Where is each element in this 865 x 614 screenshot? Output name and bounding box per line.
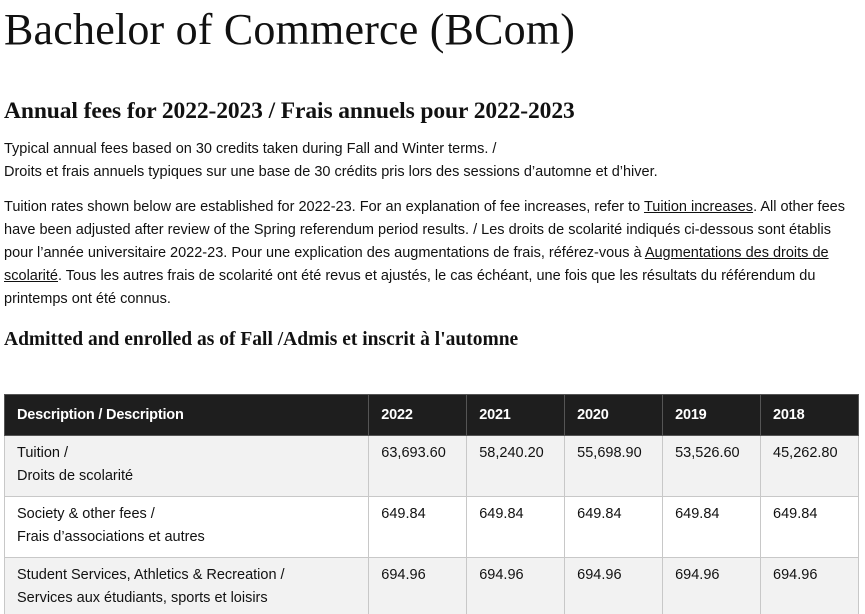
cell-value: 63,693.60 [368, 435, 468, 497]
cell-value: 55,698.90 [564, 435, 664, 497]
augmentations-link[interactable]: Augmentations des droits de scolarité [4, 245, 829, 284]
tuition-increases-link[interactable]: Tuition increases [643, 199, 754, 215]
tuition-text-part1: Tuition rates shown below are establishe… [4, 199, 644, 215]
cell-value: 649.84 [564, 496, 664, 558]
cell-value: 53,526.60 [662, 435, 762, 497]
intro-line-en: Typical annual fees based on 30 credits … [4, 141, 497, 157]
row-description: Tuition / Droits de scolarité [3, 435, 370, 497]
cell-value: 694.96 [466, 557, 566, 614]
table-row: Society & other fees / Frais d’associati… [3, 496, 859, 558]
row-desc-fr: Droits de scolarité [17, 468, 134, 484]
cell-value: 694.96 [368, 557, 468, 614]
cell-value: 45,262.80 [760, 435, 859, 497]
row-desc-en: Student Services, Athletics & Recreation… [17, 567, 285, 583]
table-row: Student Services, Athletics & Recreation… [3, 557, 859, 614]
cell-value: 694.96 [760, 557, 859, 614]
row-desc-fr: Frais d’associations et autres [17, 529, 205, 545]
header-2018: 2018 [760, 394, 859, 436]
table-row: Tuition / Droits de scolarité 63,693.60 … [3, 435, 859, 497]
tuition-paragraph: Tuition rates shown below are establishe… [4, 196, 861, 311]
page-title: Bachelor of Commerce (BCom) [4, 5, 576, 54]
cell-value: 694.96 [564, 557, 664, 614]
cell-value: 649.84 [760, 496, 859, 558]
fees-subtitle: Annual fees for 2022-2023 / Frais annuel… [4, 98, 575, 124]
header-description: Description / Description [3, 394, 370, 436]
section-heading: Admitted and enrolled as of Fall /Admis … [4, 329, 519, 350]
row-description: Student Services, Athletics & Recreation… [3, 557, 370, 614]
cell-value: 694.96 [662, 557, 762, 614]
row-desc-fr: Services aux étudiants, sports et loisir… [17, 590, 268, 606]
cell-value: 58,240.20 [466, 435, 566, 497]
cell-value: 649.84 [662, 496, 762, 558]
fees-table: Description / Description 2022 2021 2020… [3, 394, 859, 614]
row-desc-en: Society & other fees / [17, 506, 155, 522]
table-header-row: Description / Description 2022 2021 2020… [3, 394, 859, 436]
header-2021: 2021 [466, 394, 566, 436]
row-desc-en: Tuition / [17, 445, 69, 461]
cell-value: 649.84 [368, 496, 468, 558]
row-description: Society & other fees / Frais d’associati… [3, 496, 370, 558]
intro-paragraph: Typical annual fees based on 30 credits … [4, 138, 861, 184]
header-2022: 2022 [368, 394, 468, 436]
tuition-text-part3: . Tous les autres frais de scolarité ont… [4, 268, 816, 307]
tuition-text-part2: . All other fees have been adjusted afte… [4, 199, 845, 261]
header-2019: 2019 [662, 394, 762, 436]
cell-value: 649.84 [466, 496, 566, 558]
intro-line-fr: Droits et frais annuels typiques sur une… [4, 164, 658, 180]
header-2020: 2020 [564, 394, 664, 436]
